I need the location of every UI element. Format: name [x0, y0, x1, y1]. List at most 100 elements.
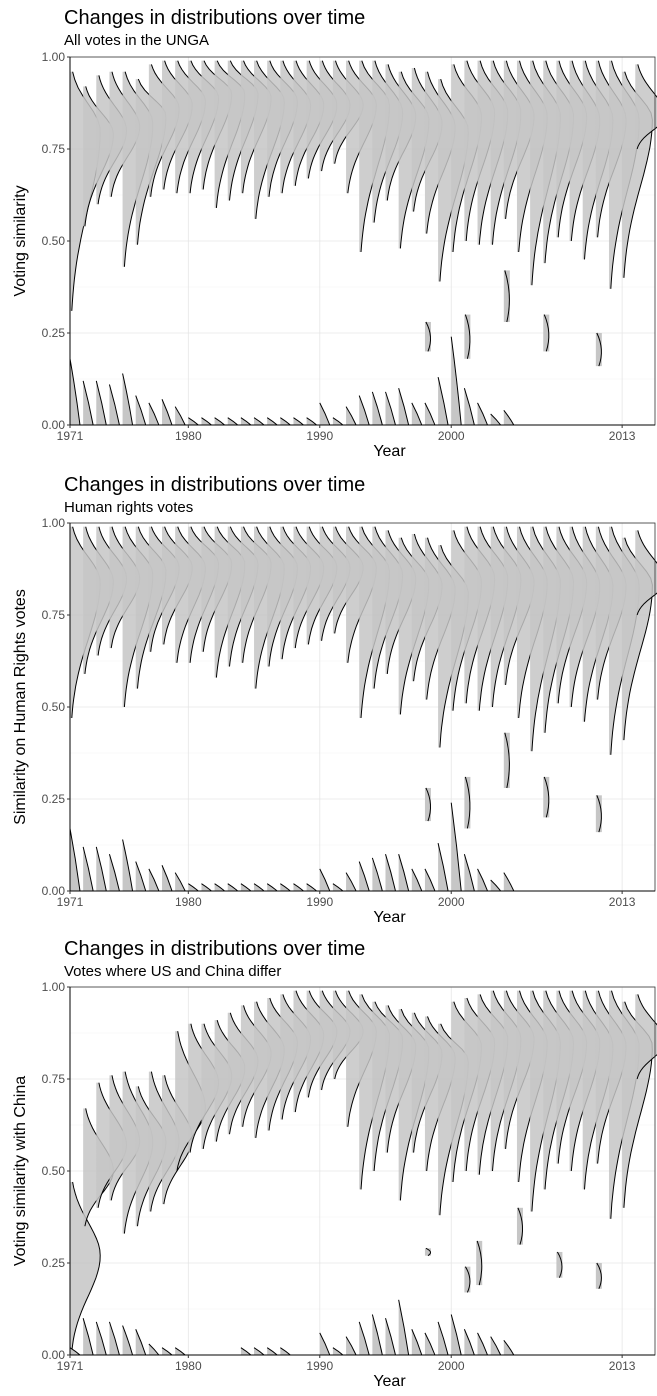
low-ridge-line	[450, 1314, 462, 1356]
low-ridge-line	[148, 402, 160, 426]
segment-line	[556, 1251, 563, 1278]
x-tick-label: 1990	[306, 895, 333, 909]
low-ridge-line	[266, 417, 278, 426]
segment-fill	[424, 1248, 431, 1256]
low-ridge-line	[306, 883, 317, 892]
x-tick-label: 1980	[175, 1359, 202, 1373]
low-ridge-line	[345, 872, 357, 892]
x-tick-label: 1971	[57, 429, 84, 443]
low-ridge-line	[450, 802, 462, 892]
low-ridge-line	[424, 1332, 436, 1356]
low-ridge-line	[95, 380, 107, 426]
low-ridge-line	[424, 402, 436, 426]
low-ridge-line	[266, 883, 278, 892]
segment-fill	[543, 314, 550, 352]
x-tick-label: 1990	[306, 1359, 333, 1373]
low-ridge-line	[135, 395, 147, 426]
ridge-fill	[70, 1182, 101, 1352]
ridge-fill	[635, 994, 657, 1079]
low-ridge-line	[371, 391, 383, 426]
ridge-line	[636, 64, 657, 150]
low-ridge-line	[385, 391, 396, 426]
low-ridge-line	[503, 872, 515, 892]
segment-fill	[503, 732, 510, 788]
low-ridge-line	[240, 883, 252, 892]
chart-svg: 0.00 0.25 0.50 0.75 1.00 1971 1980 1990 2000 2013…	[12, 980, 657, 1390]
segment-fill	[595, 333, 602, 367]
segment-fill	[424, 787, 431, 822]
segment-line	[464, 314, 471, 359]
chart-panel-human-rights: Changes in distributions over time Human…	[0, 466, 657, 931]
low-ridge-line	[280, 1347, 291, 1356]
segment-line	[504, 270, 510, 323]
chart-panel-all-votes: Changes in distributions over time All v…	[0, 0, 657, 465]
y-tick-label: 0.25	[42, 792, 66, 806]
y-tick-label: 0.00	[42, 884, 66, 898]
low-ridge-line	[477, 868, 488, 892]
segment-line	[543, 776, 550, 818]
low-ridge-fill	[175, 872, 186, 891]
low-ridge-line	[280, 883, 291, 892]
low-ridge-line	[174, 406, 186, 426]
low-ridge-line	[463, 854, 475, 892]
x-axis-title: Year	[373, 443, 406, 460]
segment-line	[476, 1240, 483, 1286]
segment-fill	[464, 314, 471, 359]
low-ridge-line	[135, 861, 147, 892]
segment-line	[425, 787, 431, 822]
low-ridge-line	[108, 384, 120, 426]
low-ridge-line	[358, 861, 370, 892]
segment-line	[425, 321, 431, 352]
low-ridge-line	[332, 1347, 344, 1356]
low-ridge-line	[188, 417, 199, 426]
y-tick-label: 0.50	[42, 700, 66, 714]
low-ridge-line	[450, 336, 462, 426]
low-ridge-line	[227, 883, 239, 892]
low-ridge-line	[266, 1347, 278, 1356]
low-ridge-line	[358, 395, 370, 426]
y-axis-title: Voting similarity with China	[12, 1076, 29, 1266]
ridge-line	[636, 994, 657, 1080]
segment-fill	[595, 795, 602, 833]
low-ridge-line	[122, 373, 134, 426]
low-ridge-line	[437, 1321, 449, 1356]
x-tick-label: 1990	[306, 429, 333, 443]
ridge-line	[636, 530, 657, 616]
chart-title: Changes in distributions over time	[64, 938, 366, 960]
segment-fill	[476, 1240, 483, 1286]
low-ridge-line	[95, 1321, 107, 1356]
low-ridge-line	[161, 865, 173, 892]
low-ridge-line	[293, 883, 304, 892]
low-ridge-line	[306, 417, 317, 426]
low-ridge-line	[293, 417, 304, 426]
x-tick-label: 2013	[609, 1359, 636, 1373]
low-ridge-line	[95, 846, 107, 892]
segment-fill	[424, 321, 431, 352]
low-ridge-line	[503, 1339, 515, 1356]
low-ridge-line	[358, 1321, 370, 1356]
low-ridge-fill	[148, 1343, 159, 1355]
segment-line	[464, 1266, 471, 1293]
low-ridge-line	[82, 846, 94, 892]
segment-fill	[543, 776, 550, 818]
y-tick-label: 1.00	[42, 516, 66, 530]
y-tick-label: 0.50	[42, 1164, 66, 1178]
chart-subtitle: All votes in the UNGA	[64, 32, 210, 49]
low-ridge-fill	[83, 1318, 94, 1355]
low-ridge-line	[227, 417, 239, 426]
low-ridge-line	[148, 868, 160, 892]
low-ridge-line	[174, 1347, 186, 1356]
segment-line	[464, 776, 471, 829]
low-ridge-line	[69, 358, 81, 426]
y-tick-label: 1.00	[42, 50, 66, 64]
low-ridge-line	[490, 879, 502, 892]
low-ridge-line	[371, 857, 383, 892]
low-ridge-line	[411, 402, 423, 426]
low-ridge-line	[122, 1325, 134, 1356]
x-tick-label: 1971	[57, 895, 84, 909]
y-tick-label: 0.50	[42, 234, 66, 248]
y-axis-title: Similarity on Human Rights votes	[12, 589, 29, 825]
low-ridge-line	[411, 868, 423, 892]
low-ridge-line	[253, 1347, 265, 1356]
low-ridge-line	[345, 406, 357, 426]
